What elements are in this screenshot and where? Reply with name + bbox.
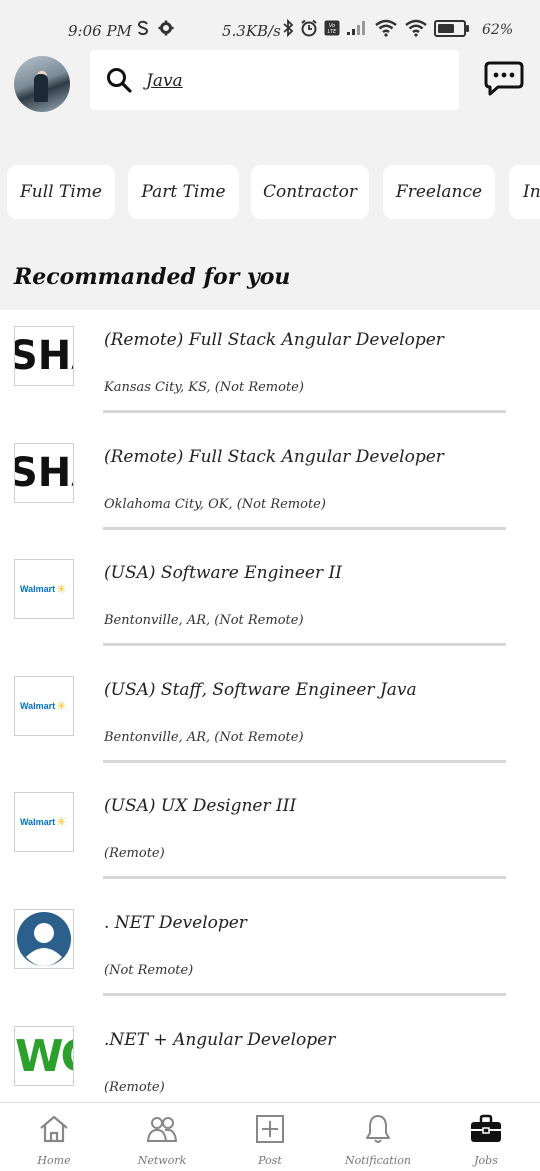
- network-speed: 5.3KB/s: [222, 22, 281, 40]
- company-logo: [14, 909, 74, 969]
- job-item[interactable]: SHA (Remote) Full Stack Angular Develope…: [0, 427, 540, 544]
- network-icon: [146, 1113, 178, 1145]
- job-title: .NET + Angular Developer: [104, 1030, 335, 1050]
- filter-internship[interactable]: In: [509, 165, 540, 219]
- nav-jobs[interactable]: Jobs: [432, 1103, 540, 1171]
- job-item[interactable]: SHA (Remote) Full Stack Angular Develope…: [0, 310, 540, 427]
- filter-freelance[interactable]: Freelance: [383, 165, 495, 219]
- nav-notification[interactable]: Notification: [324, 1103, 432, 1171]
- job-item[interactable]: . NET Developer (Not Remote): [0, 893, 540, 1010]
- job-title: (USA) Staff, Software Engineer Java: [104, 680, 417, 700]
- job-location: Bentonville, AR, (Not Remote): [104, 613, 304, 628]
- search-input[interactable]: Java: [146, 71, 183, 91]
- nav-post-label: Post: [216, 1154, 324, 1167]
- signal-icon: [346, 20, 368, 36]
- bell-icon: [362, 1113, 394, 1145]
- divider: [103, 410, 506, 413]
- job-title: (Remote) Full Stack Angular Developer: [104, 447, 444, 467]
- app-header: Java: [0, 50, 540, 120]
- company-logo: Walmart ✳: [14, 676, 74, 736]
- nav-notification-label: Notification: [324, 1154, 432, 1167]
- svg-text:LTE: LTE: [328, 29, 338, 35]
- avatar-photo-figure: [34, 74, 48, 102]
- battery-percent: 62%: [482, 22, 513, 38]
- job-location: (Not Remote): [104, 963, 193, 978]
- bluetooth-icon: [282, 19, 294, 37]
- divider: [103, 643, 506, 646]
- job-title: . NET Developer: [104, 913, 247, 933]
- job-title: (Remote) Full Stack Angular Developer: [104, 330, 444, 350]
- default-person-icon: [16, 911, 72, 967]
- divider: [103, 527, 506, 530]
- job-title: (USA) Software Engineer II: [104, 563, 342, 583]
- job-location: (Remote): [104, 1080, 165, 1095]
- company-logo: Walmart ✳: [14, 792, 74, 852]
- nav-home[interactable]: Home: [0, 1103, 108, 1171]
- wifi-icon-2: [404, 19, 428, 37]
- bottom-navigation: Home Network Post Notification: [0, 1102, 540, 1171]
- battery-icon: [434, 20, 466, 37]
- company-logo: WO: [14, 1026, 74, 1086]
- divider: [103, 993, 506, 996]
- home-icon: [38, 1113, 70, 1145]
- job-list: SHA (Remote) Full Stack Angular Develope…: [0, 310, 540, 1102]
- divider: [103, 760, 506, 763]
- briefcase-icon: [470, 1113, 502, 1145]
- gear-icon: [158, 20, 174, 36]
- company-logo: Walmart ✳: [14, 559, 74, 619]
- nav-network[interactable]: Network: [108, 1103, 216, 1171]
- job-item[interactable]: Walmart ✳ (USA) UX Designer III (Remote): [0, 776, 540, 893]
- nav-jobs-label: Jobs: [432, 1154, 540, 1167]
- nav-post[interactable]: Post: [216, 1103, 324, 1171]
- job-title: (USA) UX Designer III: [104, 796, 296, 816]
- nav-network-label: Network: [108, 1154, 216, 1167]
- job-item[interactable]: Walmart ✳ (USA) Staff, Software Engineer …: [0, 660, 540, 777]
- filter-full-time[interactable]: Full Time: [7, 165, 115, 219]
- job-location: Bentonville, AR, (Not Remote): [104, 730, 304, 745]
- s-icon: [136, 20, 150, 36]
- walmart-spark-icon: ✳: [56, 815, 66, 829]
- alarm-icon: [300, 19, 318, 37]
- filter-contractor[interactable]: Contractor: [251, 165, 369, 219]
- divider: [103, 876, 506, 879]
- walmart-spark-icon: ✳: [56, 582, 66, 596]
- job-type-filters: Full Time Part Time Contractor Freelance…: [0, 165, 540, 221]
- nav-home-label: Home: [0, 1154, 108, 1167]
- job-location: (Remote): [104, 846, 165, 861]
- search-bar[interactable]: Java: [90, 50, 459, 110]
- company-logo: SHA: [14, 326, 74, 386]
- chat-icon[interactable]: [484, 60, 524, 98]
- status-time: 9:06 PM: [68, 22, 132, 40]
- job-location: Oklahoma City, OK, (Not Remote): [104, 497, 326, 512]
- wifi-icon: [374, 19, 398, 37]
- job-location: Kansas City, KS, (Not Remote): [104, 380, 304, 395]
- section-title: Recommanded for you: [14, 264, 290, 290]
- company-logo: SHA: [14, 443, 74, 503]
- add-post-icon: [254, 1113, 286, 1145]
- job-item[interactable]: Walmart ✳ (USA) Software Engineer II Bent…: [0, 543, 540, 660]
- filter-part-time[interactable]: Part Time: [128, 165, 239, 219]
- walmart-spark-icon: ✳: [56, 699, 66, 713]
- profile-avatar[interactable]: [14, 56, 70, 112]
- job-item[interactable]: WO .NET + Angular Developer (Remote): [0, 1010, 540, 1102]
- search-icon: [106, 67, 132, 93]
